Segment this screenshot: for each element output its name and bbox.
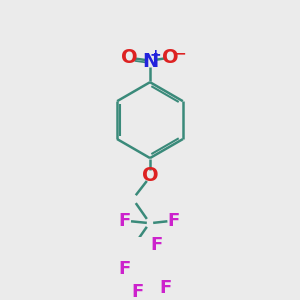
Text: +: + <box>150 48 161 62</box>
Text: N: N <box>142 52 158 71</box>
Text: O: O <box>121 48 138 67</box>
Text: O: O <box>162 48 179 67</box>
Text: F: F <box>118 260 131 278</box>
Text: F: F <box>150 236 162 254</box>
Text: O: O <box>142 166 158 185</box>
Text: −: − <box>174 46 186 60</box>
Text: F: F <box>131 284 143 300</box>
Text: F: F <box>118 212 131 230</box>
Text: F: F <box>168 212 180 230</box>
Text: F: F <box>160 279 172 297</box>
